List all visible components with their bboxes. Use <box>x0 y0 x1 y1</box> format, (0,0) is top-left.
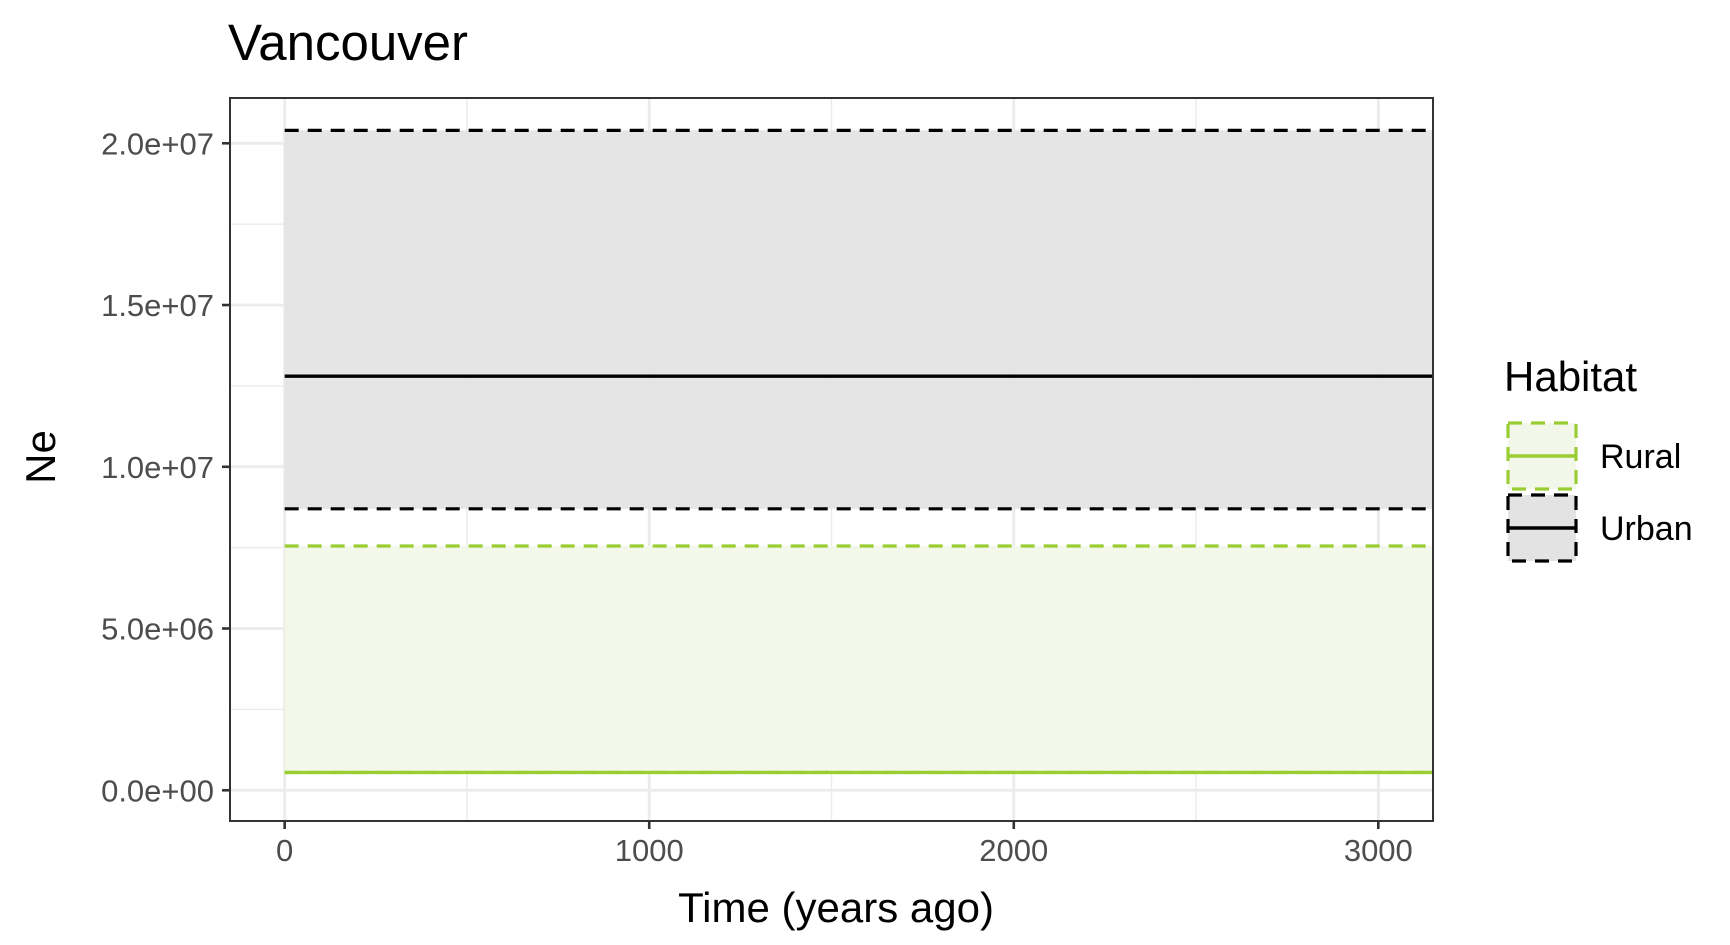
x-axis-title: Time (years ago) <box>678 884 994 931</box>
y-axis: 0.0e+00 5.0e+06 1.0e+07 1.5e+07 2.0e+07 <box>101 126 230 808</box>
panel-frame <box>229 97 1434 822</box>
rural-ribbon <box>284 546 1433 773</box>
y-tick-label: 0.0e+00 <box>101 773 214 808</box>
x-axis: 0 1000 2000 3000 <box>276 821 1413 868</box>
chart-title: Vancouver <box>228 14 468 71</box>
legend-label-urban: Urban <box>1600 510 1693 548</box>
x-tick-label: 3000 <box>1344 833 1413 868</box>
x-tick-label: 0 <box>276 833 293 868</box>
y-tick-label: 1.5e+07 <box>101 288 214 323</box>
x-tick-label: 2000 <box>979 833 1048 868</box>
x-tick-label: 1000 <box>615 833 684 868</box>
y-tick-label: 5.0e+06 <box>101 612 214 647</box>
legend-label-rural: Rural <box>1600 438 1681 476</box>
y-tick-label: 2.0e+07 <box>101 126 214 161</box>
panel-border <box>229 97 1434 822</box>
y-tick-label: 1.0e+07 <box>101 450 214 485</box>
confidence-ribbons <box>284 130 1433 773</box>
legend-title: Habitat <box>1504 353 1637 400</box>
y-axis-title: Ne <box>17 430 64 484</box>
urban-ribbon <box>284 130 1433 509</box>
legend: Habitat Rural Urban <box>1504 353 1693 563</box>
series-lines <box>284 128 1433 775</box>
